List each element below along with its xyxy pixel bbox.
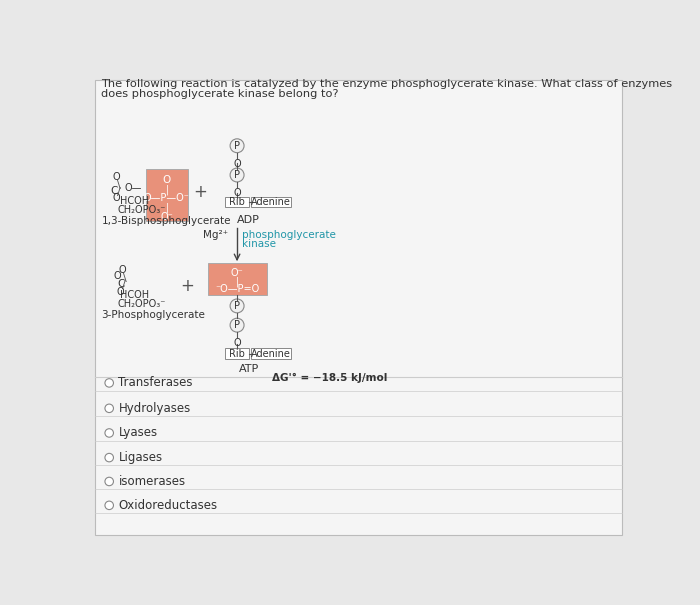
Circle shape: [105, 477, 113, 486]
Text: kinase: kinase: [241, 239, 276, 249]
Text: HCOH: HCOH: [120, 196, 149, 206]
Text: 1,3-Bisphosphoglycerate: 1,3-Bisphosphoglycerate: [102, 216, 231, 226]
Circle shape: [105, 429, 113, 437]
Text: O⁻: O⁻: [231, 268, 244, 278]
Circle shape: [105, 453, 113, 462]
Text: |: |: [165, 203, 169, 213]
Text: Rib: Rib: [229, 348, 245, 359]
Text: C: C: [111, 186, 118, 196]
Text: O: O: [233, 159, 241, 169]
Text: ΔG'° = −18.5 kJ/mol: ΔG'° = −18.5 kJ/mol: [272, 373, 387, 383]
Text: O: O: [233, 188, 241, 198]
Bar: [146, 169, 188, 221]
Text: ADP: ADP: [237, 215, 260, 225]
Text: C: C: [117, 279, 125, 289]
Text: O: O: [233, 338, 241, 348]
Text: \: \: [117, 180, 120, 189]
Text: O—: O—: [125, 183, 142, 193]
Text: Adenine: Adenine: [251, 348, 291, 359]
Text: ⁻O—P=O: ⁻O—P=O: [215, 284, 259, 295]
Text: /: /: [117, 186, 120, 197]
Bar: [208, 263, 267, 295]
Bar: [225, 348, 249, 359]
Text: Ligases: Ligases: [118, 451, 162, 464]
Text: O—P—O⁻: O—P—O⁻: [144, 194, 190, 203]
Text: CH₂OPO₃⁻: CH₂OPO₃⁻: [118, 299, 166, 309]
Text: Rib: Rib: [229, 197, 245, 207]
Text: O: O: [113, 271, 120, 281]
Text: /: /: [122, 280, 125, 290]
Circle shape: [230, 168, 244, 182]
Text: O⁻: O⁻: [160, 212, 174, 222]
Text: O: O: [118, 265, 126, 275]
Circle shape: [105, 379, 113, 387]
Text: |: |: [165, 185, 169, 195]
Bar: [251, 348, 291, 359]
Text: +: +: [193, 183, 206, 201]
Bar: [251, 197, 291, 208]
Text: HCOH: HCOH: [120, 290, 149, 299]
Circle shape: [230, 318, 244, 332]
Text: Lyases: Lyases: [118, 427, 158, 439]
Text: \: \: [123, 273, 127, 283]
Text: P: P: [234, 320, 240, 330]
Text: |: |: [235, 276, 239, 287]
Text: P: P: [234, 170, 240, 180]
Text: Mg²⁺: Mg²⁺: [203, 231, 228, 240]
Text: Oxidoreductases: Oxidoreductases: [118, 499, 218, 512]
Text: The following reaction is catalyzed by the enzyme phosphoglycerate kinase. What : The following reaction is catalyzed by t…: [102, 79, 673, 89]
FancyBboxPatch shape: [95, 80, 622, 535]
Text: Hydrolyases: Hydrolyases: [118, 402, 190, 415]
Circle shape: [105, 404, 113, 413]
Text: does phosphoglycerate kinase belong to?: does phosphoglycerate kinase belong to?: [102, 89, 339, 99]
Circle shape: [230, 139, 244, 152]
Text: O: O: [163, 175, 171, 185]
Text: isomerases: isomerases: [118, 475, 186, 488]
Text: CH₂OPO₃⁻: CH₂OPO₃⁻: [118, 205, 166, 215]
Text: O: O: [112, 194, 120, 203]
Text: O: O: [112, 172, 120, 182]
Text: +: +: [180, 276, 194, 295]
Text: P: P: [234, 301, 240, 311]
Text: 3-Phosphoglycerate: 3-Phosphoglycerate: [102, 310, 205, 320]
Text: ATP: ATP: [239, 364, 259, 374]
Circle shape: [230, 299, 244, 313]
Text: phosphoglycerate: phosphoglycerate: [241, 230, 335, 240]
Text: Adenine: Adenine: [251, 197, 291, 207]
Bar: [225, 197, 249, 208]
Circle shape: [105, 501, 113, 509]
Text: P: P: [234, 141, 240, 151]
Text: Transferases: Transferases: [118, 376, 193, 390]
Text: O: O: [117, 287, 125, 296]
